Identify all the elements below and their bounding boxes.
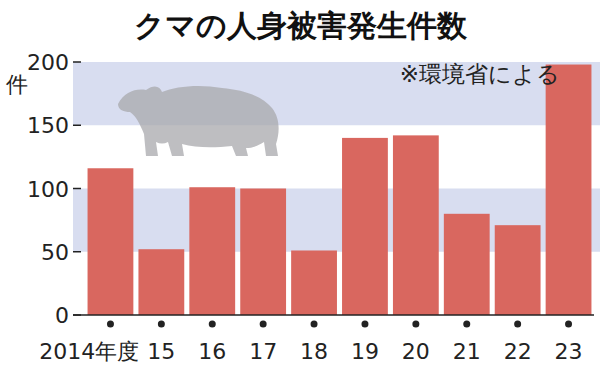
bar (189, 187, 235, 315)
bar (291, 250, 337, 315)
x-tick-label: 21 (453, 339, 481, 364)
y-tick (73, 125, 81, 127)
x-tick-label: 15 (147, 339, 175, 364)
bar (495, 225, 541, 315)
x-tick (107, 321, 114, 328)
x-tick (260, 321, 267, 328)
x-tick (209, 321, 216, 328)
x-tick-label: 17 (249, 339, 277, 364)
x-tick (514, 321, 521, 328)
x-tick-label: 16 (198, 339, 226, 364)
y-tick (73, 314, 81, 316)
x-axis-line (73, 314, 594, 316)
y-tick-label: 200 (27, 50, 69, 75)
background (0, 0, 600, 373)
x-tick (361, 321, 368, 328)
bar (240, 189, 286, 316)
bar (393, 135, 439, 315)
y-axis-label: 件 (6, 72, 28, 97)
x-tick-label: 18 (300, 339, 328, 364)
x-tick-label: 22 (504, 339, 532, 364)
x-tick (158, 321, 165, 328)
chart: 0 50 100 150 200件 2014年度 15 16 17 18 19 20 21 22 23 クマの… (0, 0, 600, 373)
x-tick (412, 321, 419, 328)
y-tick-label: 0 (55, 303, 69, 328)
y-tick-label: 150 (27, 113, 69, 138)
y-tick-label: 100 (27, 177, 69, 202)
bar (88, 168, 134, 315)
x-tick-label: 20 (402, 339, 430, 364)
y-tick (73, 251, 81, 253)
bar (546, 65, 592, 315)
bar (138, 249, 184, 315)
bars (88, 65, 592, 315)
x-tick-label: 23 (555, 339, 583, 364)
x-tick-label: 19 (351, 339, 379, 364)
y-tick (73, 188, 81, 190)
bear-icon (118, 86, 279, 156)
x-tick (565, 321, 572, 328)
annotation: ※環境省による (400, 61, 560, 87)
x-tick-label: 2014年度 (39, 339, 139, 364)
x-tick (311, 321, 318, 328)
bar (342, 138, 388, 315)
y-tick-label: 50 (41, 240, 69, 265)
title: クマの人身被害発生件数 (134, 8, 468, 43)
y-tick (73, 61, 81, 63)
x-tick (463, 321, 470, 328)
bar (444, 214, 490, 315)
